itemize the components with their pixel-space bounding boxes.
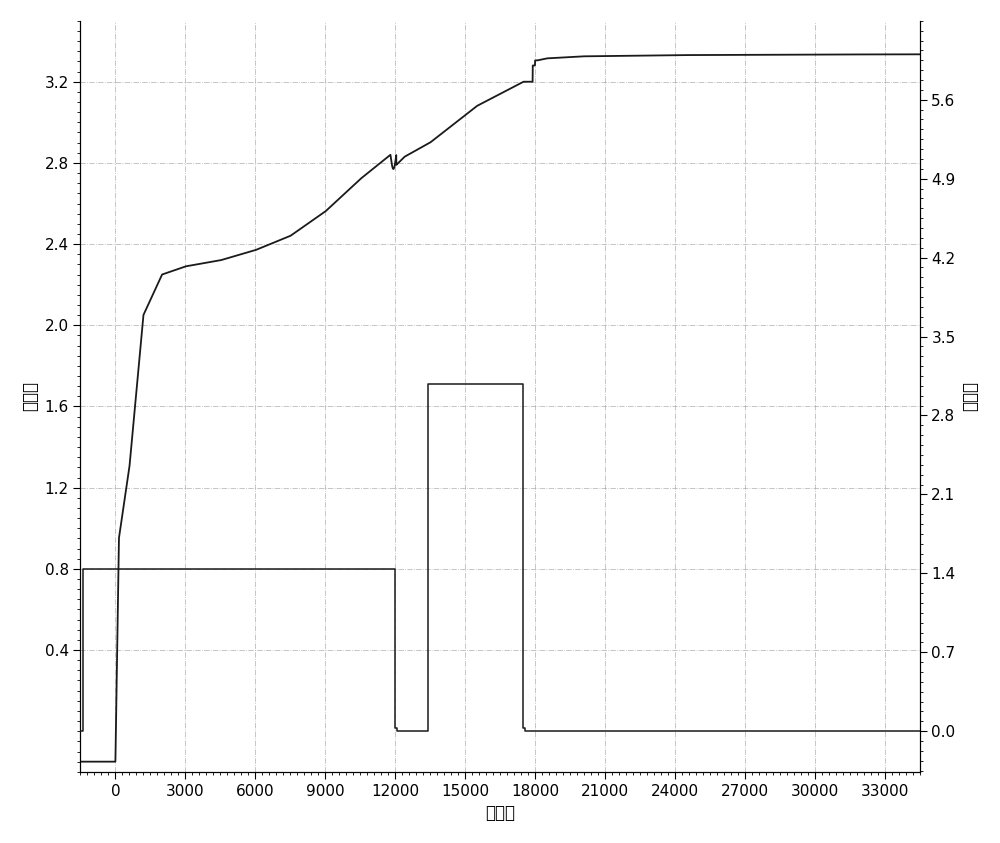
Y-axis label: 总电压: 总电压 xyxy=(21,381,39,411)
Y-axis label: 总电流: 总电流 xyxy=(961,381,979,411)
X-axis label: 总时间: 总时间 xyxy=(485,804,515,822)
